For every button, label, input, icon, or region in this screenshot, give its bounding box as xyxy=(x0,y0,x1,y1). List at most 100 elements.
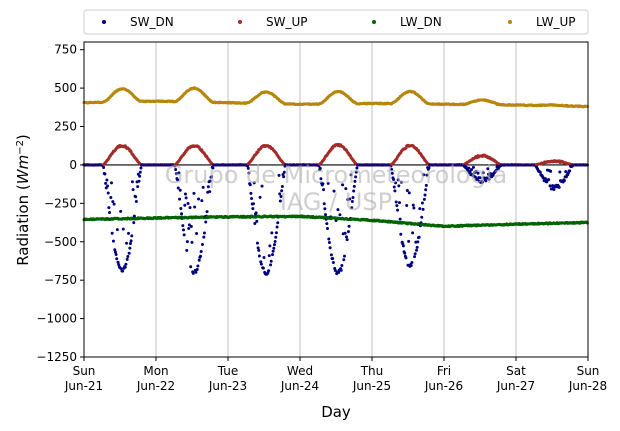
x-tick-label-day: Fri xyxy=(437,364,451,378)
sw-dn-point xyxy=(342,258,346,262)
legend-label: SW_DN xyxy=(130,15,174,29)
sw-dn-point xyxy=(272,243,276,247)
sw-dn-point xyxy=(411,203,415,207)
sw-dn-point xyxy=(407,239,411,243)
sw-dn-point xyxy=(179,207,183,211)
sw-dn-point xyxy=(208,190,212,194)
sw-dn-point xyxy=(194,270,198,274)
legend-marker xyxy=(238,20,242,24)
y-axis-title-exponent: −2 xyxy=(15,140,26,155)
legend-label: LW_DN xyxy=(400,15,442,29)
sw-dn-point xyxy=(552,188,556,192)
sw-dn-point xyxy=(280,185,284,189)
sw-dn-point xyxy=(193,205,197,209)
sw-dn-point xyxy=(350,200,354,203)
y-axis-title-close: ) xyxy=(14,134,32,140)
sw-dn-point xyxy=(201,185,205,189)
sw-dn-point xyxy=(183,203,187,207)
sw-dn-point xyxy=(413,252,417,256)
sw-dn-point xyxy=(112,202,116,206)
sw-dn-point xyxy=(346,230,350,234)
sw-dn-point xyxy=(394,181,398,185)
sw-dn-point xyxy=(134,200,138,203)
sw-dn-point xyxy=(394,200,398,204)
y-tick-label: −250 xyxy=(44,196,77,210)
watermark-line-1: Grupo de Micrometeorologia xyxy=(165,161,507,189)
sw-dn-point xyxy=(274,231,278,235)
sw-dn-point xyxy=(199,254,203,258)
sw-dn-point xyxy=(106,184,110,188)
sw-dn-point xyxy=(105,178,109,182)
sw-dn-point xyxy=(183,192,187,196)
sw-dn-point xyxy=(247,171,251,175)
x-tick-label-date: Jun-25 xyxy=(352,379,391,393)
x-tick-label-day: Sun xyxy=(577,364,600,378)
sw-dn-point xyxy=(109,196,113,199)
sw-dn-point xyxy=(344,235,348,239)
sw-dn-point xyxy=(195,267,199,271)
sw-dn-point xyxy=(208,179,212,183)
sw-dn-point xyxy=(405,189,409,193)
x-tick-label-date: Jun-26 xyxy=(424,379,463,393)
sw-dn-point xyxy=(318,166,322,170)
sw-dn-point xyxy=(138,170,142,174)
sw-dn-point xyxy=(116,260,120,264)
sw-dn-point xyxy=(398,217,402,221)
sw-dn-point xyxy=(254,211,258,215)
sw-dn-point xyxy=(260,184,264,188)
sw-dn-point xyxy=(273,239,277,243)
legend-marker xyxy=(508,20,512,24)
sw-dn-point xyxy=(274,235,278,239)
sw-dn-point xyxy=(417,235,421,239)
sw-dn-point xyxy=(350,206,354,210)
sw-dn-point xyxy=(327,240,331,244)
sw-dn-point xyxy=(246,166,250,170)
sw-dn-point xyxy=(349,173,353,177)
sw-dn-point xyxy=(549,169,553,173)
sw-dn-point xyxy=(343,231,347,235)
sw-dn-point xyxy=(338,213,342,217)
sw-dn-point xyxy=(200,243,204,247)
sw-dn-point xyxy=(259,262,263,266)
x-tick-label-date: Jun-22 xyxy=(136,379,175,393)
sw-dn-point xyxy=(395,204,399,208)
sw-dn-point xyxy=(332,189,336,193)
sw-dn-point xyxy=(399,232,403,236)
sw-dn-point xyxy=(412,206,416,210)
sw-dn-point xyxy=(423,193,427,197)
sw-dn-point xyxy=(319,177,323,181)
sw-dn-point xyxy=(134,195,138,199)
sw-dn-point xyxy=(108,210,112,214)
sw-dn-point xyxy=(258,195,262,199)
sw-dn-point xyxy=(205,210,209,214)
sw-dn-point xyxy=(396,208,400,212)
sw-dn-point xyxy=(564,170,568,174)
sw-dn-point xyxy=(180,212,184,216)
sw-dn-point xyxy=(185,248,189,252)
sw-dn-point xyxy=(282,175,286,179)
sw-dn-point xyxy=(210,175,214,179)
sw-dn-point xyxy=(336,208,340,212)
legend-label: SW_UP xyxy=(266,15,308,29)
sw-dn-point xyxy=(269,259,273,263)
sw-dn-point xyxy=(354,175,358,179)
sw-dn-point xyxy=(182,233,186,237)
sw-dn-point xyxy=(176,186,180,190)
sw-dn-point xyxy=(121,227,125,231)
sw-dn-point xyxy=(195,231,199,235)
sw-dn-point xyxy=(425,173,429,177)
sw-dn-point xyxy=(255,219,259,223)
sw-dn-point xyxy=(211,166,215,170)
sw-dn-point xyxy=(322,188,326,192)
sw-dn-point xyxy=(128,246,132,250)
watermark-line-2: IAG / USP xyxy=(280,188,392,216)
sw-dn-point xyxy=(339,268,343,272)
y-tick-label: −750 xyxy=(44,273,77,287)
y-tick-label: 750 xyxy=(54,43,77,57)
sw-dn-point xyxy=(347,224,351,228)
sw-dn-point xyxy=(174,172,178,176)
sw-dn-point xyxy=(424,183,428,187)
y-tick-label: −500 xyxy=(44,235,77,249)
sw-dn-point xyxy=(114,252,118,256)
sw-dn-point xyxy=(253,222,257,226)
